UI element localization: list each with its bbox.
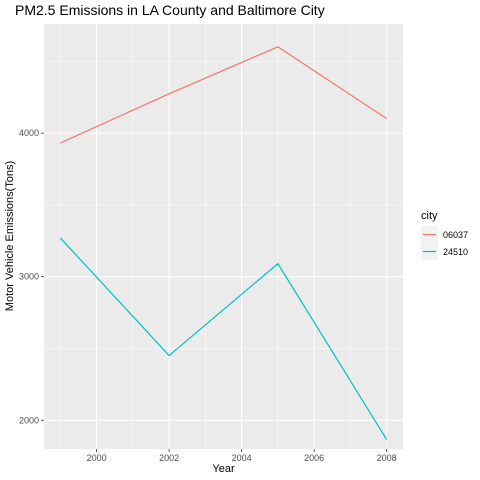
x-axis-title: Year [212, 463, 235, 475]
legend-item-24510: 24510 [421, 243, 468, 260]
series-lines [59, 46, 388, 440]
plot-panel [44, 24, 403, 449]
y-tick-label: 4000 [19, 128, 39, 138]
series-line-06037 [60, 46, 388, 144]
y-axis-title: Motor Vehicle Emissions(Tons) [4, 161, 16, 311]
series-line-24510 [59, 237, 388, 440]
x-axis-ticks: 2000 2002 2004 2006 2008 [87, 449, 397, 463]
y-axis-ticks: 2000 3000 4000 [19, 128, 44, 425]
x-tick-label: 2000 [87, 453, 107, 463]
x-tick-label: 2006 [304, 453, 324, 463]
chart-title: PM2.5 Emissions in LA County and Baltimo… [15, 2, 325, 18]
x-tick-label: 2002 [159, 453, 179, 463]
legend-item-06037: 06037 [421, 226, 468, 243]
legend-title: city [421, 210, 438, 222]
major-gridlines [44, 24, 403, 449]
legend-label: 06037 [443, 230, 468, 240]
y-tick-label: 3000 [19, 272, 39, 282]
legend-label: 24510 [443, 247, 468, 257]
legend-items: 06037 24510 [421, 226, 468, 260]
x-tick-label: 2004 [232, 453, 252, 463]
x-tick-label: 2008 [377, 453, 397, 463]
legend: city 06037 24510 [421, 210, 468, 260]
y-tick-label: 2000 [19, 415, 39, 425]
